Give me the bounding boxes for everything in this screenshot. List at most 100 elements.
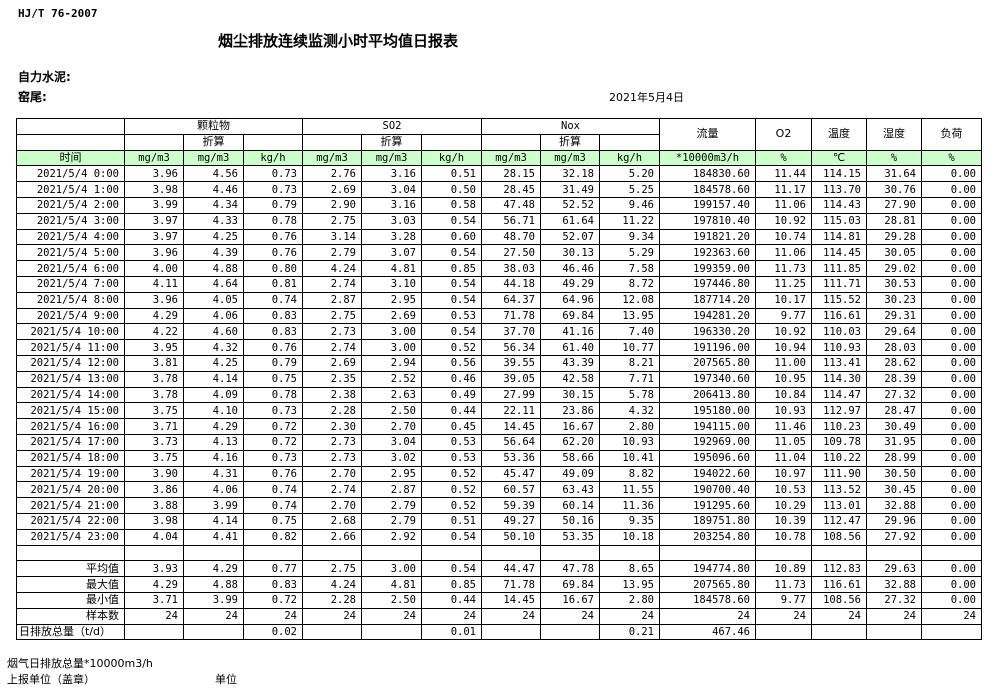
cell xyxy=(599,544,660,562)
cell: 0.54 xyxy=(421,244,482,262)
cell: 0.00 xyxy=(921,497,982,514)
cell: % xyxy=(755,149,812,167)
cell: mg/m3 xyxy=(124,149,184,167)
cell: 42.58 xyxy=(540,370,600,388)
cell xyxy=(124,623,184,641)
cell: 46.46 xyxy=(540,260,600,277)
blank-row xyxy=(16,544,982,562)
cell: 2.92 xyxy=(361,528,422,546)
cell: 10.17 xyxy=(755,291,812,309)
cell: 0.53 xyxy=(421,433,482,451)
cell: 24 xyxy=(540,607,600,625)
cell: *10000m3/h xyxy=(659,149,756,167)
cell: 3.81 xyxy=(124,354,184,372)
cell: 14.45 xyxy=(481,418,541,435)
cell: 30.76 xyxy=(866,181,922,198)
reporter-label: 上报单位（盖章） xyxy=(7,673,95,686)
cell: 30.50 xyxy=(866,465,922,483)
cell: 197446.80 xyxy=(659,275,756,293)
cell: 38.03 xyxy=(481,260,541,277)
cell: 24 xyxy=(124,607,184,625)
table-row-label: 2021/5/4 2:00 xyxy=(16,196,125,214)
cell: 61.64 xyxy=(540,212,600,230)
cell: 10.18 xyxy=(599,528,660,546)
cell: 9.77 xyxy=(755,307,812,325)
cell xyxy=(811,544,867,562)
cell: 3.78 xyxy=(124,370,184,388)
cell: 24 xyxy=(921,607,982,625)
cell: 115.03 xyxy=(811,212,867,230)
cell: 71.78 xyxy=(481,576,541,593)
cell: 0.56 xyxy=(421,354,482,372)
converted-label: 折算 xyxy=(183,133,244,151)
cell: 2.70 xyxy=(361,418,422,435)
cell: 114.47 xyxy=(811,386,867,404)
cell: 10.29 xyxy=(755,497,812,514)
cell: 32.88 xyxy=(866,497,922,514)
cell: 0.00 xyxy=(921,418,982,435)
cell: 0.77 xyxy=(243,560,303,578)
cell: 47.48 xyxy=(481,196,541,214)
cell: 0.54 xyxy=(421,275,482,293)
cell: 4.24 xyxy=(302,260,362,277)
cell: 3.90 xyxy=(124,465,184,483)
cell: 7.40 xyxy=(599,323,660,341)
cell: 0.85 xyxy=(421,260,482,277)
cell: 2.95 xyxy=(361,465,422,483)
cell: 0.73 xyxy=(243,165,303,183)
cell: 3.96 xyxy=(124,165,184,183)
cell: 194115.00 xyxy=(659,418,756,435)
cell xyxy=(243,544,303,562)
table-row: 2021/5/4 18:00 3.75 4.16 0.73 2.73 3.02 0.53 53… xyxy=(16,449,982,467)
cell: 52.52 xyxy=(540,196,600,214)
cell: 2.80 xyxy=(599,591,660,609)
cell: 0.54 xyxy=(421,323,482,341)
cell: 49.29 xyxy=(540,275,600,293)
cell: 0.00 xyxy=(921,576,982,593)
cell: 5.25 xyxy=(599,181,660,198)
cell: 29.28 xyxy=(866,228,922,246)
cell: 13.95 xyxy=(599,307,660,325)
cell: 3.96 xyxy=(124,291,184,309)
cell: 28.39 xyxy=(866,370,922,388)
cell: 2.79 xyxy=(361,497,422,514)
cell: 2.80 xyxy=(599,418,660,435)
cell: 113.52 xyxy=(811,481,867,499)
cell: 0.51 xyxy=(421,165,482,183)
cell: 0.44 xyxy=(421,591,482,609)
cell: 0.00 xyxy=(921,244,982,262)
table-row-label: 2021/5/4 23:00 xyxy=(16,528,125,546)
cell: 39.05 xyxy=(481,370,541,388)
cell: 4.34 xyxy=(183,196,244,214)
cell: 28.81 xyxy=(866,212,922,230)
cell: 30.23 xyxy=(866,291,922,309)
cell: kg/h xyxy=(421,149,482,167)
cell: 0.72 xyxy=(243,591,303,609)
cell: 2.69 xyxy=(302,181,362,198)
cell: 29.31 xyxy=(866,307,922,325)
cell: 53.36 xyxy=(481,449,541,467)
table-row-label: 2021/5/4 17:00 xyxy=(16,433,125,451)
cell: 60.14 xyxy=(540,497,600,514)
cell: 111.90 xyxy=(811,465,867,483)
cell: 56.34 xyxy=(481,339,541,356)
table-row: 2021/5/4 21:00 3.88 3.99 0.74 2.70 2.79 0.52 59… xyxy=(16,497,982,514)
cell xyxy=(183,623,244,641)
cell: 8.82 xyxy=(599,465,660,483)
cell: 16.67 xyxy=(540,591,600,609)
cell: 49.27 xyxy=(481,512,541,530)
cell: 10.97 xyxy=(755,465,812,483)
cell: 114.81 xyxy=(811,228,867,246)
cell: 2.74 xyxy=(302,481,362,499)
cell: 3.14 xyxy=(302,228,362,246)
cell: 108.56 xyxy=(811,528,867,546)
cell: 0.83 xyxy=(243,307,303,325)
table-row-label: 2021/5/4 21:00 xyxy=(16,497,125,514)
cell: 0.76 xyxy=(243,244,303,262)
cell xyxy=(659,544,756,562)
table-row: 2021/5/4 6:00 4.00 4.88 0.80 4.24 4.81 0.85 38.… xyxy=(16,260,982,277)
cell: 31.95 xyxy=(866,433,922,451)
cell: 0.00 xyxy=(921,165,982,183)
cell: ℃ xyxy=(811,149,867,167)
cell: 2.76 xyxy=(302,165,362,183)
